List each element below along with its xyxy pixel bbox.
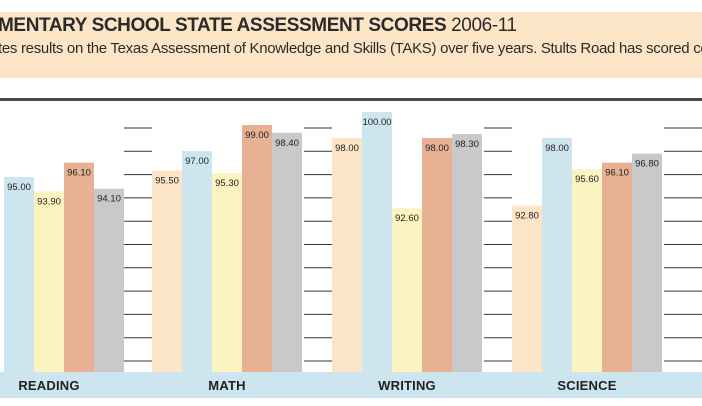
- value-label: 95.60: [575, 174, 599, 185]
- value-label: 97.00: [185, 156, 209, 167]
- value-label: 92.80: [515, 211, 539, 222]
- bar-science-5: [632, 153, 662, 372]
- bar-math-5: [272, 132, 302, 372]
- bar-reading-2: [4, 177, 34, 372]
- bar-math-3: [212, 173, 242, 372]
- bar-reading-5: [94, 188, 124, 372]
- title-years: 2006-11: [451, 15, 517, 36]
- bar-science-2: [542, 138, 572, 372]
- title-main: MENTARY SCHOOL STATE ASSESSMENT SCORES: [0, 15, 447, 36]
- bar-reading-3: [34, 191, 64, 372]
- value-label: 96.10: [605, 168, 629, 179]
- category-label-writing: WRITING: [378, 378, 436, 393]
- bar-math-4: [242, 125, 272, 372]
- bar-science-3: [572, 169, 602, 372]
- value-label: 98.30: [455, 139, 479, 150]
- header-banner: MENTARY SCHOOL STATE ASSESSMENT SCORES 2…: [0, 12, 702, 78]
- bar-writing-3: [392, 208, 422, 372]
- value-label: 95.50: [155, 176, 179, 187]
- value-label: 92.60: [395, 213, 419, 224]
- value-label: 98.00: [545, 143, 569, 154]
- value-label: 100.00: [362, 117, 391, 128]
- category-label-reading: READING: [18, 378, 80, 393]
- bar-writing-2: [362, 112, 392, 372]
- category-label-science: SCIENCE: [557, 378, 617, 393]
- bar-reading-4: [64, 162, 94, 372]
- top-divider: [0, 98, 702, 101]
- value-label: 98.00: [335, 143, 359, 154]
- chart-description: tes results on the Texas Assessment of K…: [0, 40, 702, 57]
- value-label: 95.00: [7, 182, 31, 193]
- bar-math-1: [152, 170, 182, 372]
- value-label: 98.40: [275, 138, 299, 149]
- bar-writing-5: [452, 134, 482, 372]
- category-axis: READING MATH WRITING SCIENCE: [0, 372, 702, 398]
- bar-writing-1: [332, 138, 362, 372]
- value-label: 95.30: [215, 178, 239, 189]
- value-label: 98.00: [425, 143, 449, 154]
- bar-science-4: [602, 162, 632, 372]
- value-label: 94.10: [97, 194, 121, 205]
- bar-writing-4: [422, 138, 452, 372]
- chart-title: MENTARY SCHOOL STATE ASSESSMENT SCORES 2…: [0, 15, 517, 37]
- value-label: 99.00: [245, 130, 269, 141]
- bar-math-2: [182, 151, 212, 372]
- value-label: 96.80: [635, 159, 659, 170]
- value-label: 93.90: [37, 196, 61, 207]
- bar-science-1: [512, 205, 542, 372]
- category-label-math: MATH: [208, 378, 246, 393]
- value-label: 96.10: [67, 168, 91, 179]
